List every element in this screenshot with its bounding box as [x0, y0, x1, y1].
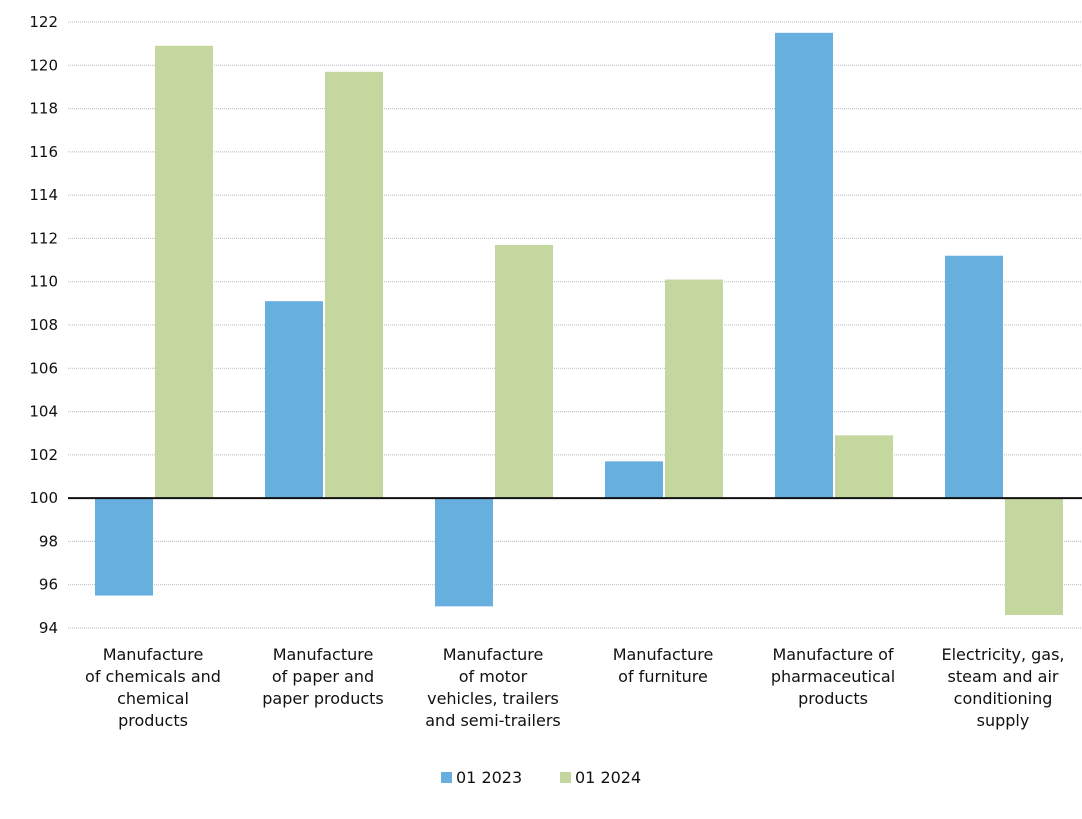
x-category-label: Electricity, gas, steam and air conditioni… [941, 645, 1064, 730]
y-tick-label: 98 [39, 532, 58, 550]
y-tick-label: 112 [29, 229, 58, 247]
legend-swatch [441, 772, 452, 783]
bar-01-2024-cat-2 [325, 71, 383, 499]
bar-01-2024-cat-5 [835, 435, 893, 499]
bar-01-2023-cat-5 [775, 32, 833, 499]
y-tick-label: 110 [29, 273, 58, 291]
bar-01-2023-cat-1 [95, 498, 153, 596]
x-axis-category-labels: Manufacture of chemicals and chemical produ… [85, 645, 1064, 730]
y-tick-label: 104 [29, 403, 58, 421]
x-category-label: Manufacture of furniture [613, 645, 714, 686]
grid-layer [68, 21, 1082, 629]
y-axis-tick-labels: 94 96 98 100 102 104 106 108 110 112 114 116 118 120 1… [29, 13, 58, 637]
legend-swatch [560, 772, 571, 783]
x-category-label: Manufacture of chemicals and chemical produ… [85, 645, 221, 730]
legend: 01 2023 01 2024 [441, 768, 641, 787]
bar-01-2023-cat-6 [945, 255, 1003, 499]
y-tick-label: 106 [29, 359, 58, 377]
bar-01-2024-cat-3 [495, 244, 553, 499]
y-tick-label: 94 [39, 619, 58, 637]
y-tick-label: 108 [29, 316, 58, 334]
x-category-label: Manufacture of pharmaceutical products [771, 645, 895, 708]
bar-01-2024-cat-4 [665, 279, 723, 499]
legend-label: 01 2023 [456, 768, 522, 787]
y-tick-label: 122 [29, 13, 58, 31]
y-tick-label: 102 [29, 446, 58, 464]
y-tick-label: 96 [39, 576, 58, 594]
legend-label: 01 2024 [575, 768, 641, 787]
bar-01-2024-cat-1 [155, 45, 213, 499]
x-category-label: Manufacture of motor vehicles, trailers and… [425, 645, 560, 730]
bar-01-2023-cat-2 [265, 301, 323, 499]
y-tick-label: 116 [29, 143, 58, 161]
y-tick-label: 114 [29, 186, 58, 204]
bar-01-2024-cat-6 [1005, 498, 1063, 616]
y-tick-label: 120 [29, 56, 58, 74]
bar-01-2023-cat-3 [435, 498, 493, 607]
y-tick-label: 118 [29, 100, 58, 118]
bars-layer [95, 32, 1063, 616]
bar-01-2023-cat-4 [605, 461, 663, 499]
x-category-label: Manufacture of paper and paper products [262, 645, 384, 708]
y-tick-label: 100 [29, 489, 58, 507]
